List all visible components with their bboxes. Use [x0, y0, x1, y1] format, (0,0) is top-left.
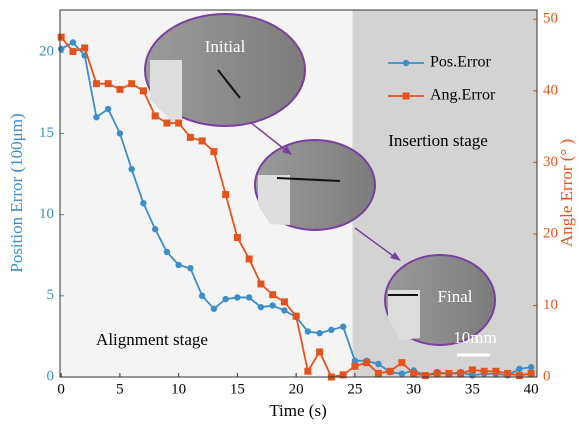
legend-marker: [403, 93, 410, 100]
x-tick-label: 35: [465, 381, 480, 397]
marker: [528, 364, 534, 370]
marker: [105, 80, 112, 87]
marker: [281, 298, 288, 305]
marker: [105, 106, 111, 112]
region-label: Alignment stage: [96, 330, 208, 349]
marker: [516, 366, 522, 372]
marker: [469, 366, 476, 373]
y-tick-label: 15: [39, 125, 54, 141]
y-tick-label: 10: [39, 206, 54, 222]
y2-tick-label: 20: [543, 225, 558, 241]
marker: [164, 249, 170, 255]
marker: [399, 371, 405, 377]
marker: [234, 294, 240, 300]
marker: [222, 296, 228, 302]
x-tick-label: 20: [289, 381, 304, 397]
x-axis-title: Time (s): [269, 401, 326, 420]
marker: [410, 370, 417, 377]
annotation: Final: [438, 287, 473, 306]
marker: [304, 368, 311, 375]
marker: [316, 330, 322, 336]
marker: [481, 368, 488, 375]
marker: [281, 307, 287, 313]
marker: [93, 114, 99, 120]
marker: [375, 370, 382, 377]
marker: [116, 86, 123, 93]
marker: [387, 368, 394, 375]
y-tick-label: 20: [39, 44, 54, 60]
y2-tick-label: 10: [543, 297, 558, 313]
marker: [457, 370, 464, 377]
marker: [152, 112, 159, 119]
marker: [128, 80, 135, 87]
marker: [70, 39, 76, 45]
y-axis-title: Position Error (100μm): [7, 113, 26, 272]
marker: [305, 328, 311, 334]
x-tick-label: 15: [230, 381, 245, 397]
marker: [328, 327, 334, 333]
marker: [81, 44, 88, 51]
marker: [93, 80, 100, 87]
marker: [269, 291, 276, 298]
legend-marker: [403, 60, 409, 66]
marker: [211, 306, 217, 312]
marker: [363, 359, 370, 366]
marker: [492, 368, 499, 375]
chart: Alignment stage Insertion stage Initial F…: [0, 0, 579, 430]
marker: [222, 191, 229, 198]
y2-tick-label: 0: [543, 368, 551, 384]
marker: [340, 323, 346, 329]
y-tick-label: 5: [47, 287, 55, 303]
marker: [199, 137, 206, 144]
marker: [175, 120, 182, 127]
legend-label: Pos.Error: [430, 54, 492, 71]
marker: [199, 293, 205, 299]
marker: [140, 87, 147, 94]
marker: [434, 370, 441, 377]
marker: [316, 348, 323, 355]
x-tick-label: 10: [171, 381, 186, 397]
x-tick-label: 25: [347, 381, 362, 397]
marker: [246, 294, 252, 300]
marker: [187, 134, 194, 141]
marker: [187, 265, 193, 271]
marker: [140, 200, 146, 206]
y2-tick-label: 50: [543, 11, 558, 27]
marker: [293, 313, 300, 320]
annotation: Initial: [205, 37, 246, 56]
marker: [152, 226, 158, 232]
x-tick-label: 0: [57, 381, 65, 397]
annotation: 10mm: [453, 328, 496, 347]
x-tick-label: 30: [406, 381, 421, 397]
y2-axis-title: Angle Error (° ): [557, 139, 576, 247]
marker: [528, 370, 535, 377]
marker: [58, 34, 65, 41]
marker: [269, 302, 275, 308]
x-tick-label: 5: [116, 381, 124, 397]
legend-label: Ang.Error: [430, 87, 496, 104]
marker: [175, 262, 181, 268]
marker: [516, 372, 523, 379]
marker: [117, 130, 123, 136]
marker: [375, 361, 381, 367]
marker: [128, 166, 134, 172]
y-tick-label: 0: [47, 368, 55, 384]
region-label: Insertion stage: [388, 131, 488, 150]
marker: [163, 120, 170, 127]
marker: [422, 372, 429, 379]
y2-tick-label: 30: [543, 154, 558, 170]
marker: [234, 234, 241, 241]
marker: [258, 304, 264, 310]
marker: [445, 370, 452, 377]
marker: [69, 48, 76, 55]
marker: [398, 359, 405, 366]
marker: [58, 46, 64, 52]
marker: [257, 280, 264, 287]
marker: [351, 363, 358, 370]
y2-tick-label: 40: [543, 82, 558, 98]
marker: [246, 255, 253, 262]
x-tick-label: 40: [524, 381, 539, 397]
marker: [504, 370, 511, 377]
marker: [210, 148, 217, 155]
